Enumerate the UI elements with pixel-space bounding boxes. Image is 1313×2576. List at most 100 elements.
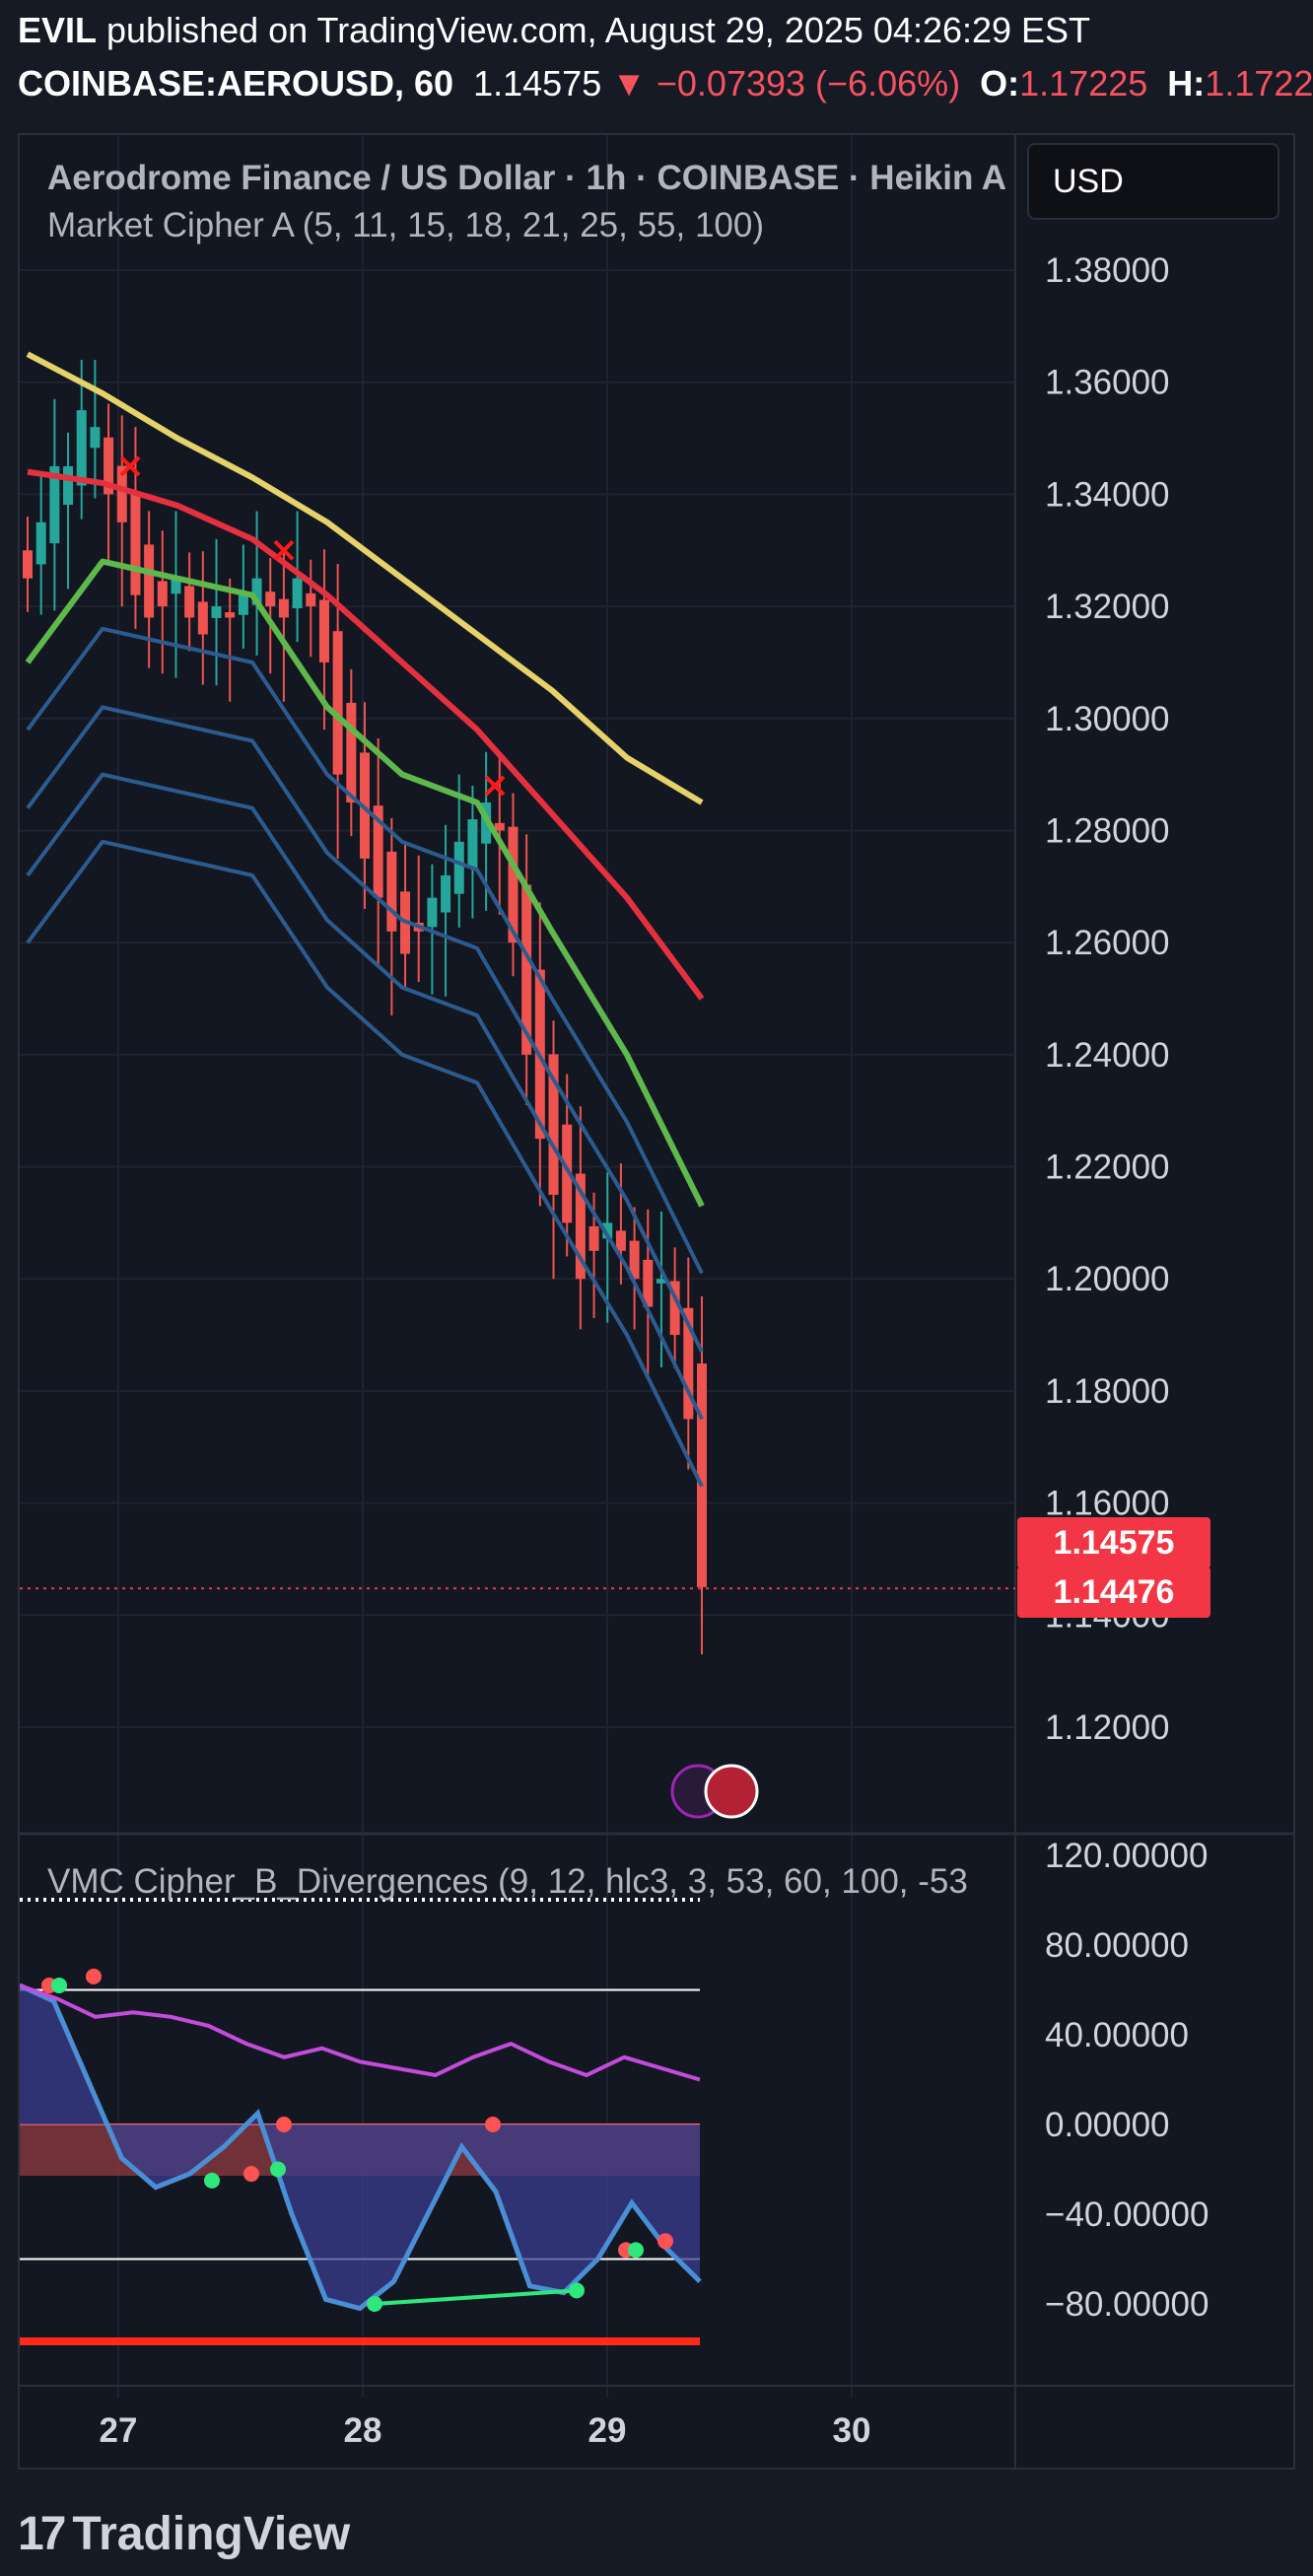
indicator-legend-a[interactable]: Market Cipher A (5, 11, 15, 18, 21, 25, … (47, 206, 765, 244)
candle-body (494, 822, 505, 831)
price-axis-label: 1.16000 (1045, 1485, 1170, 1523)
signal-dot (485, 2117, 501, 2132)
time-axis-label: 27 (100, 2411, 138, 2450)
signal-dot (270, 2161, 286, 2178)
ema-ribbon-line (26, 626, 704, 1275)
ema-ribbon-line (26, 705, 704, 1354)
osc-axis-label: −40.00000 (1045, 2195, 1209, 2234)
candle-body (197, 601, 208, 635)
price-axis-label: 1.18000 (1045, 1372, 1170, 1411)
candle-body (49, 465, 60, 544)
candle-body (23, 550, 33, 579)
price-axis-label: 1.24000 (1045, 1036, 1170, 1075)
candle-body (278, 598, 289, 618)
ema-55-line (27, 468, 705, 1001)
candle-body (467, 819, 478, 869)
candle-body (562, 1124, 573, 1223)
osc-axis-label: 0.00000 (1045, 2106, 1170, 2144)
time-axis-label: 28 (344, 2411, 382, 2450)
us-flag-icon (704, 1764, 759, 1819)
signal-dot (569, 2282, 585, 2299)
indicator-legend-b[interactable]: VMC Cipher_B_Divergences (9, 12, hlc3, 3… (47, 1862, 968, 1901)
candle-body (238, 594, 248, 615)
candle-body (629, 1240, 640, 1280)
tradingview-logo[interactable]: 17 TradingView (18, 2508, 351, 2560)
symbol-price: 1.14575 (473, 63, 602, 104)
price-axis-label: 1.20000 (1045, 1260, 1170, 1298)
candle-body (683, 1307, 694, 1420)
candle-body (697, 1363, 707, 1587)
time-axis-label: 29 (588, 2411, 627, 2450)
candle-body (171, 578, 181, 594)
publish-date: published on TradingView.com, August 29,… (97, 10, 1091, 50)
candle-body (373, 805, 383, 898)
candle-body (144, 544, 155, 618)
symbol-name: COINBASE:AEROUSD, 60 (18, 63, 454, 104)
high-label: H: (1167, 63, 1206, 104)
candle-body (508, 826, 518, 943)
price-axis-label: 1.38000 (1045, 251, 1170, 290)
ema-ribbon-line (26, 839, 704, 1488)
candle-body (332, 631, 343, 775)
price-axis-label: 1.28000 (1045, 811, 1170, 850)
candle-body (63, 465, 74, 506)
symbol-info: COINBASE:AEROUSD, 60 1.14575 ▼ −0.07393 … (18, 63, 1313, 104)
tradingview-logo-icon: 17 (18, 2508, 66, 2560)
price-axis-label: 1.32000 (1045, 588, 1170, 626)
osc-axis-label: 80.00000 (1045, 1926, 1189, 1965)
signal-dot (204, 2172, 220, 2189)
price-axis-label: 1.12000 (1045, 1708, 1170, 1747)
price-change: ▼ −0.07393 (−6.06%) (611, 63, 961, 104)
signal-dot (367, 2296, 382, 2312)
author-name[interactable]: EVIL (18, 10, 98, 50)
candle-body (441, 874, 451, 913)
signal-dot (276, 2117, 292, 2132)
open-value: 1.17225 (1019, 63, 1148, 104)
wave-area (20, 1984, 700, 2309)
signal-dot (628, 2242, 644, 2259)
candle-body (656, 1279, 666, 1284)
rsi-line (20, 1984, 701, 2082)
high-value: 1.1722 (1205, 63, 1313, 104)
candle-body (292, 578, 303, 609)
price-axis-label: 1.36000 (1045, 364, 1170, 402)
candle-body (116, 465, 127, 522)
signal-dot (243, 2166, 259, 2183)
price-axis-label: 1.26000 (1045, 924, 1170, 962)
currency-button[interactable]: USD (1027, 143, 1279, 220)
close-price-label: 1.14476 (1017, 1566, 1210, 1618)
candle-body (386, 851, 397, 932)
price-axis-label: 1.30000 (1045, 700, 1170, 738)
time-axis-label: 30 (833, 2411, 871, 2450)
candle-body (76, 410, 87, 486)
candle-body (225, 612, 236, 618)
wave-line (20, 1983, 702, 2312)
cross-marker (273, 539, 295, 561)
divergence-line (374, 2288, 578, 2306)
candle-body (427, 897, 438, 928)
candle-body (130, 494, 141, 595)
candle-body (306, 592, 316, 607)
chart-legend-title[interactable]: Aerodrome Finance / US Dollar · 1h · COI… (47, 159, 1007, 197)
candle-body (521, 884, 532, 1055)
candle-body (104, 437, 114, 495)
candle-body (184, 586, 195, 618)
candle-body (251, 578, 262, 605)
candle-body (157, 581, 168, 607)
candle-body (318, 599, 329, 662)
cross-marker (119, 455, 141, 477)
cross-marker (484, 775, 506, 797)
ema-100-line (26, 351, 704, 805)
price-axis-label: 1.22000 (1045, 1149, 1170, 1187)
price-axis-label: 1.34000 (1045, 475, 1170, 514)
chart-canvas[interactable]: 1.38000 1.36000 1.34000 1.32000 1.30000 1.280… (20, 135, 1295, 2470)
candle-body (548, 1054, 559, 1195)
candle-body (669, 1281, 680, 1336)
candle-body (90, 427, 101, 449)
open-label: O: (980, 63, 1020, 104)
chart-area[interactable]: 1.38000 1.36000 1.34000 1.32000 1.30000 1.280… (18, 133, 1295, 2470)
signal-dot (51, 1977, 67, 1993)
signal-dot (657, 2233, 673, 2250)
candle-body (615, 1230, 626, 1251)
candle-body (265, 592, 276, 607)
